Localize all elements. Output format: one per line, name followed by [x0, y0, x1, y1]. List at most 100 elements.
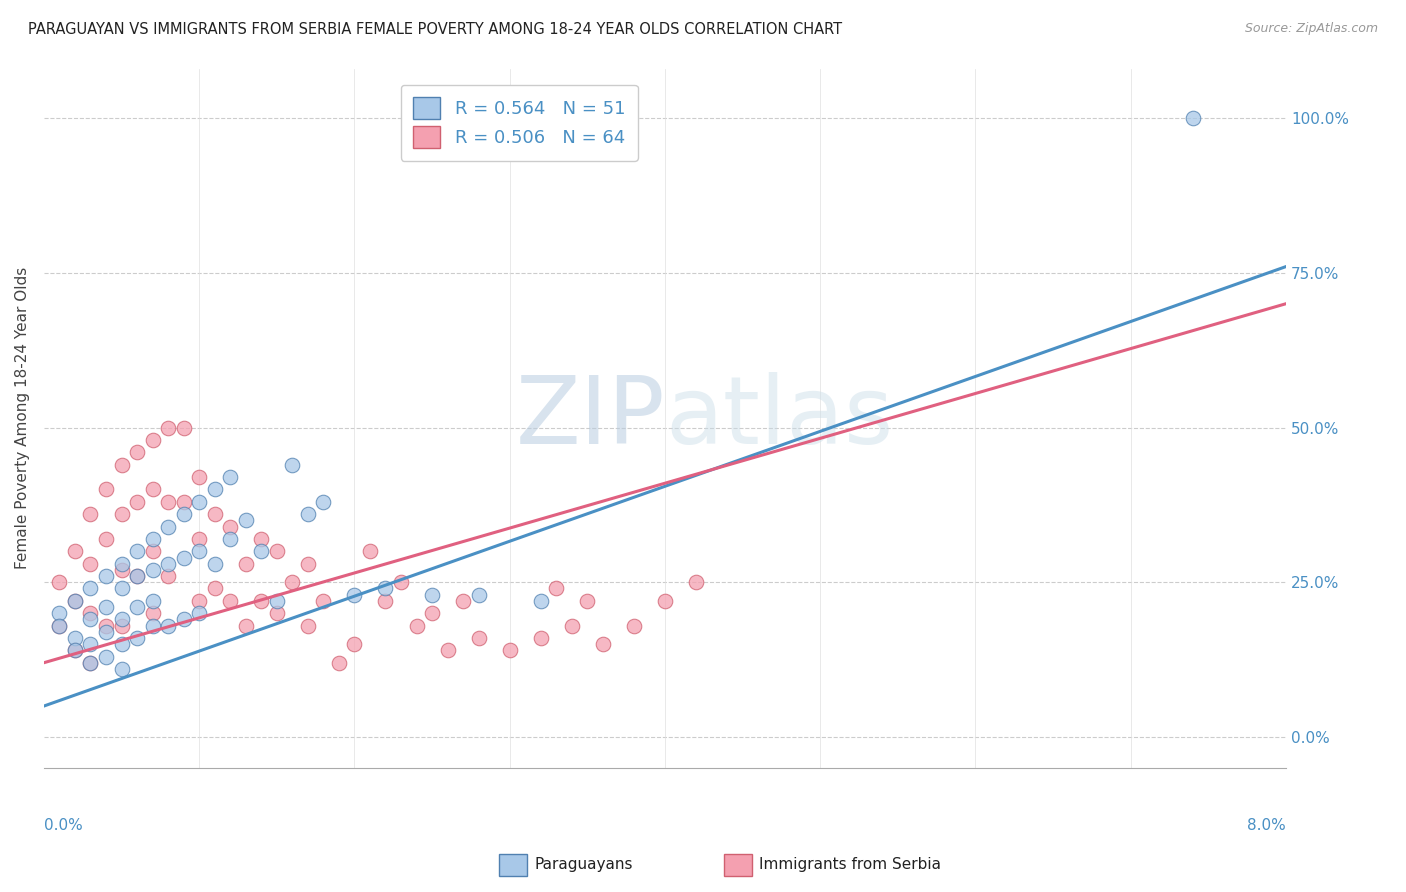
Point: [219, 470, 242, 484]
Point: [125, 600, 148, 615]
Point: [219, 594, 242, 608]
Point: [420, 588, 443, 602]
Point: [467, 588, 489, 602]
Legend: R = 0.564   N = 51, R = 0.506   N = 64: R = 0.564 N = 51, R = 0.506 N = 64: [401, 85, 638, 161]
Point: [142, 532, 165, 546]
Point: [297, 557, 319, 571]
Point: [110, 557, 132, 571]
Point: [654, 594, 676, 608]
Point: [94, 649, 117, 664]
Text: Immigrants from Serbia: Immigrants from Serbia: [759, 857, 941, 872]
Point: [467, 631, 489, 645]
Point: [94, 624, 117, 639]
Point: [188, 544, 211, 558]
Point: [63, 594, 86, 608]
Point: [235, 618, 257, 632]
Point: [188, 606, 211, 620]
Point: [79, 656, 101, 670]
Text: Source: ZipAtlas.com: Source: ZipAtlas.com: [1244, 22, 1378, 36]
Point: [142, 483, 165, 497]
Point: [530, 631, 553, 645]
Point: [250, 594, 273, 608]
Point: [250, 532, 273, 546]
Point: [110, 612, 132, 626]
Point: [266, 544, 288, 558]
Point: [498, 643, 520, 657]
Point: [110, 582, 132, 596]
Point: [125, 544, 148, 558]
Point: [374, 582, 396, 596]
Point: [79, 637, 101, 651]
Point: [63, 643, 86, 657]
Point: [125, 631, 148, 645]
Point: [343, 637, 366, 651]
Point: [312, 495, 335, 509]
Point: [157, 557, 180, 571]
Point: [110, 563, 132, 577]
Text: Paraguayans: Paraguayans: [534, 857, 633, 872]
Point: [546, 582, 568, 596]
Point: [188, 532, 211, 546]
Point: [266, 594, 288, 608]
Point: [561, 618, 583, 632]
Point: [235, 557, 257, 571]
Point: [48, 618, 70, 632]
Point: [142, 606, 165, 620]
Point: [79, 606, 101, 620]
Point: [420, 606, 443, 620]
Point: [204, 557, 226, 571]
Point: [405, 618, 427, 632]
Point: [110, 507, 132, 521]
Point: [576, 594, 599, 608]
Point: [125, 495, 148, 509]
Point: [592, 637, 614, 651]
Point: [188, 495, 211, 509]
Point: [79, 612, 101, 626]
Point: [63, 594, 86, 608]
Point: [125, 569, 148, 583]
Point: [188, 594, 211, 608]
Text: ZIP: ZIP: [515, 372, 665, 464]
Point: [125, 445, 148, 459]
Point: [219, 532, 242, 546]
Point: [173, 495, 195, 509]
Point: [623, 618, 645, 632]
Point: [157, 569, 180, 583]
Point: [359, 544, 381, 558]
Point: [63, 643, 86, 657]
Point: [173, 550, 195, 565]
Point: [204, 507, 226, 521]
Text: atlas: atlas: [665, 372, 893, 464]
Point: [157, 420, 180, 434]
Point: [297, 618, 319, 632]
Point: [48, 606, 70, 620]
Point: [142, 594, 165, 608]
Point: [63, 631, 86, 645]
Point: [312, 594, 335, 608]
Point: [142, 544, 165, 558]
Point: [110, 662, 132, 676]
Point: [451, 594, 474, 608]
Point: [94, 532, 117, 546]
Text: 8.0%: 8.0%: [1247, 818, 1286, 833]
Point: [281, 575, 304, 590]
Point: [125, 569, 148, 583]
Point: [530, 594, 553, 608]
Point: [94, 600, 117, 615]
Point: [173, 507, 195, 521]
Point: [685, 575, 707, 590]
Point: [142, 563, 165, 577]
Point: [157, 519, 180, 533]
Point: [204, 483, 226, 497]
Point: [297, 507, 319, 521]
Point: [204, 582, 226, 596]
Point: [79, 557, 101, 571]
Point: [374, 594, 396, 608]
Point: [250, 544, 273, 558]
Point: [436, 643, 458, 657]
Point: [389, 575, 412, 590]
Point: [343, 588, 366, 602]
Y-axis label: Female Poverty Among 18-24 Year Olds: Female Poverty Among 18-24 Year Olds: [15, 267, 30, 569]
Point: [79, 582, 101, 596]
Point: [157, 495, 180, 509]
